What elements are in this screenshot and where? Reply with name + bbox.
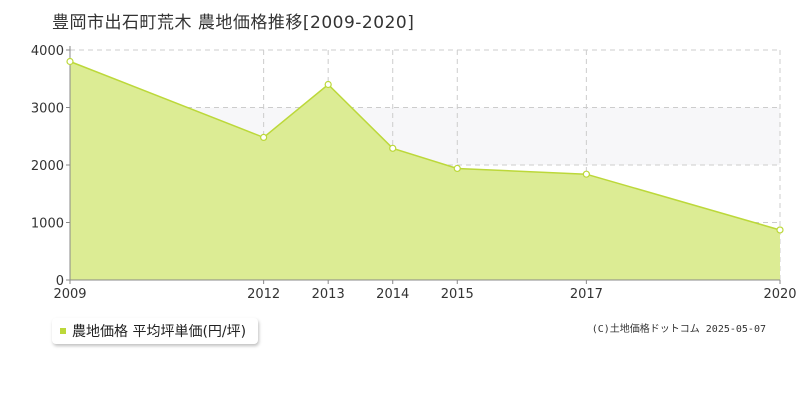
x-axis-ticks: 2009 2012 2013 2014 2015 2017 2020 [53,280,797,302]
y-tick-label: 3000 [31,102,64,117]
x-tick-label: 2014 [376,287,409,302]
data-point [66,57,74,66]
legend-swatch [60,328,66,334]
series-area [70,61,780,280]
x-tick-label: 2017 [570,287,603,302]
x-tick-label: 2013 [312,287,345,302]
x-tick-label: 2020 [763,287,796,302]
data-point [582,170,590,178]
data-point [389,144,397,152]
y-axis-ticks: 0 1000 2000 3000 4000 [31,44,70,289]
data-point [260,133,268,141]
y-tick-label: 4000 [31,44,64,59]
y-tick-label: 2000 [31,159,64,174]
x-tick-label: 2012 [247,287,280,302]
x-tick-label: 2015 [441,287,474,302]
data-points [66,57,784,234]
data-point [324,80,332,89]
data-point [776,226,784,234]
data-point [453,164,461,173]
x-tick-label: 2009 [53,287,86,302]
y-tick-label: 0 [56,274,64,289]
copyright-text: (C)土地価格ドットコム 2025-05-07 [591,324,766,335]
y-tick-label: 1000 [31,217,64,232]
legend: 農地価格 平均坪単価(円/坪) [52,318,259,344]
chart-title: 豊岡市出石町荒木 農地価格推移[2009-2020] [52,13,415,33]
axes [69,46,780,281]
legend-label: 農地価格 平均坪単価(円/坪) [72,324,247,340]
